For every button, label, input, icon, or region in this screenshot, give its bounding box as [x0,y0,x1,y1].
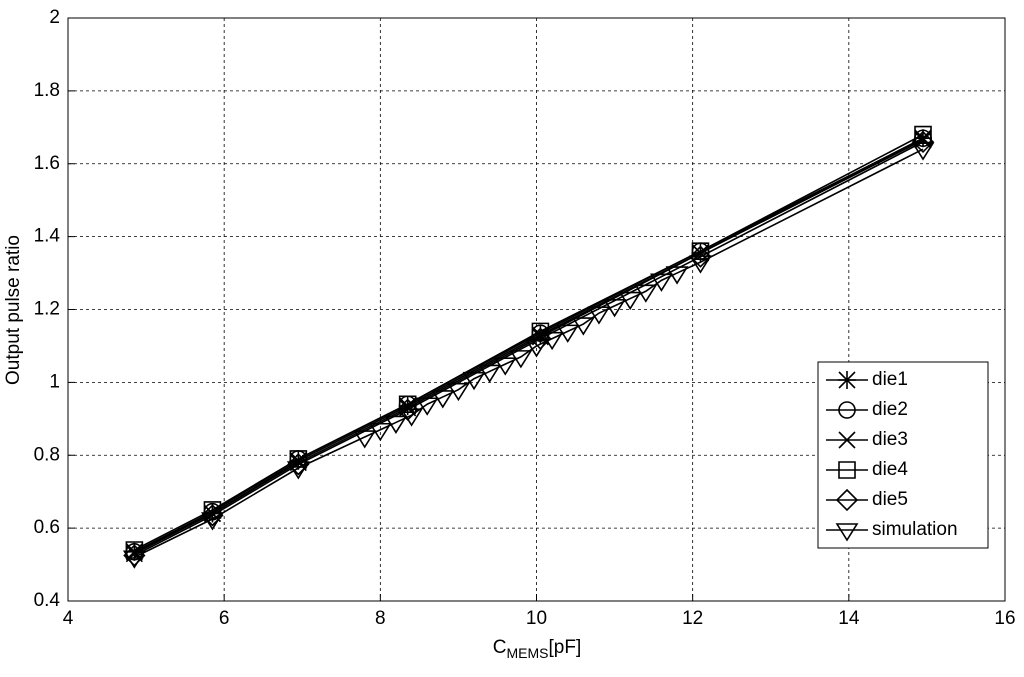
marker [509,350,533,369]
marker [353,430,377,449]
marker [835,488,859,512]
marker [689,245,712,268]
marker [571,317,595,336]
x-tick-label: 8 [375,608,386,629]
marker [914,129,933,148]
marker [838,461,856,479]
x-tick-label: 12 [682,608,703,629]
marker [838,431,856,449]
y-tick-label: 1.4 [34,226,61,247]
marker [838,401,856,419]
marker [431,390,455,409]
marker [446,382,470,402]
marker [462,371,486,391]
x-tick-label: 16 [994,608,1015,629]
marker [400,408,424,427]
marker [556,324,580,343]
legend-label: die1 [872,369,908,390]
marker [838,371,856,389]
marker [415,397,439,416]
y-axis-label: Output pulse ratio [3,235,24,385]
y-tick-label: 1.6 [34,153,60,174]
marker [384,415,408,434]
legend-box [817,361,989,549]
marker [540,331,564,351]
marker [123,544,146,567]
plot-frame [67,17,1006,602]
marker [587,306,611,325]
marker [525,339,548,358]
marker [531,326,550,345]
y-tick-label: 2 [49,7,60,28]
x-label-subscript: MEMS [507,645,549,661]
marker [478,364,502,383]
marker [603,299,627,318]
marker [689,255,712,274]
x-label-main: C [493,637,507,658]
marker [289,451,308,470]
marker [835,523,859,542]
legend-label: simulation [872,519,958,540]
legend-label: die5 [872,489,908,510]
legend-label: die4 [872,459,908,480]
marker [493,357,517,376]
marker [201,504,224,527]
y-tick-label: 0.6 [34,517,60,538]
marker [618,291,642,311]
marker [287,453,310,476]
legend-label: die2 [872,399,908,420]
marker [634,284,658,303]
x-label-unit: [pF] [549,637,582,658]
y-tick-label: 1.2 [34,299,60,320]
marker [398,397,417,416]
x-tick-label: 6 [219,608,230,629]
marker [665,266,689,285]
y-tick-label: 1.8 [34,80,60,101]
x-tick-label: 4 [63,608,74,629]
marker [122,550,146,569]
x-axis-label: CMEMS[pF] [493,637,581,661]
marker [286,461,310,480]
marker [911,130,935,154]
marker [201,512,224,531]
marker [368,422,392,442]
y-tick-label: 1 [49,371,60,392]
x-tick-label: 10 [526,608,547,629]
x-tick-label: 14 [838,608,860,629]
marker [531,322,550,341]
marker [911,142,935,161]
y-tick-label: 0.4 [34,590,61,611]
marker [649,273,673,292]
series-line [134,133,924,551]
legend-label: die3 [872,429,908,450]
y-tick-label: 0.8 [34,444,60,465]
legend: die1 die2 die3 die4 die5 simulation [817,361,989,549]
